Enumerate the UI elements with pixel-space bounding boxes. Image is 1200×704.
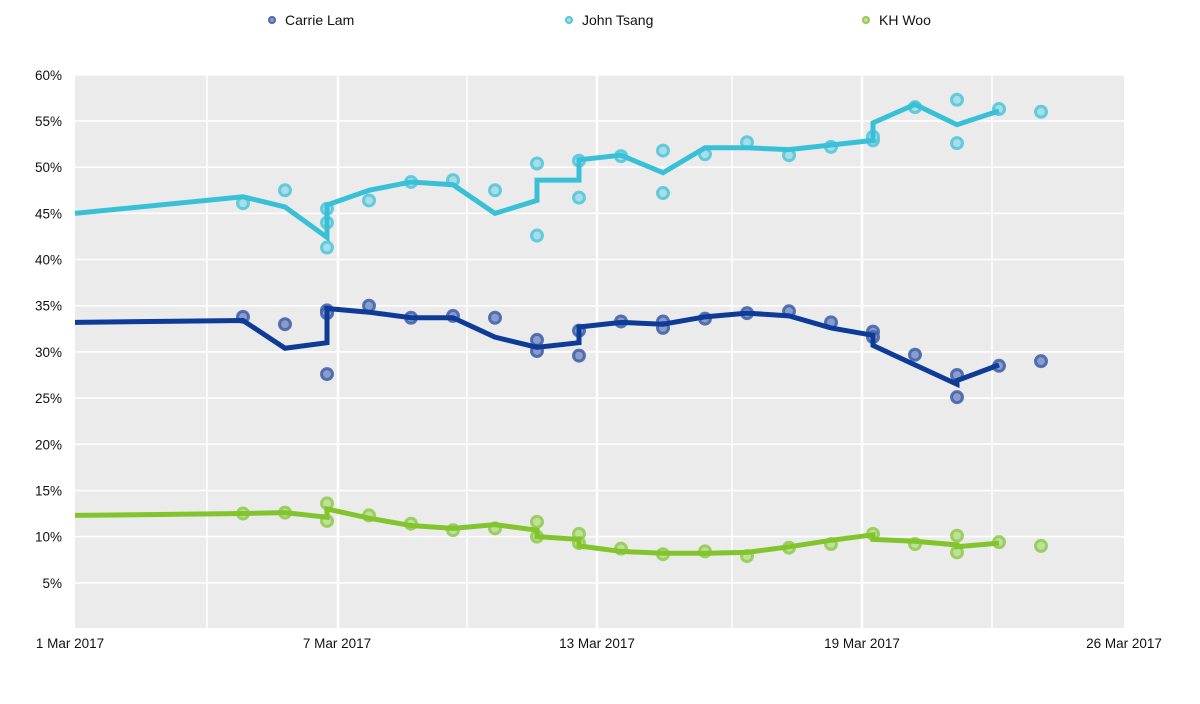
data-point [1034, 354, 1048, 369]
y-tick-label: 60% [35, 68, 62, 83]
legend-label: John Tsang [582, 12, 654, 28]
data-point [950, 390, 964, 405]
data-point [488, 310, 502, 325]
data-point [320, 367, 334, 382]
y-tick-label: 35% [35, 299, 62, 314]
y-tick-label: 40% [35, 253, 62, 268]
y-tick-label: 25% [35, 391, 62, 406]
y-tick-label: 20% [35, 437, 62, 452]
data-point [362, 193, 376, 208]
legend-item-john-tsang[interactable]: John Tsang [565, 12, 653, 28]
data-point [320, 240, 334, 255]
series-kh-woo [74, 496, 1048, 564]
data-point [950, 92, 964, 107]
y-tick-label: 30% [35, 345, 62, 360]
data-point [950, 528, 964, 543]
trend-line [74, 101, 1000, 243]
y-tick-label: 15% [35, 483, 62, 498]
data-point [488, 183, 502, 198]
y-tick-label: 10% [35, 530, 62, 545]
data-point [572, 348, 586, 363]
y-tick-label: 45% [35, 206, 62, 221]
legend-item-kh-woo[interactable]: KH Woo [862, 12, 931, 28]
y-tick-label: 55% [35, 114, 62, 129]
legend-marker-icon [268, 16, 276, 24]
data-point [530, 228, 544, 243]
x-tick-label: 13 Mar 2017 [559, 636, 635, 651]
data-point [530, 514, 544, 529]
data-point [656, 143, 670, 158]
legend-item-carrie-lam[interactable]: Carrie Lam [268, 12, 354, 28]
data-point [908, 347, 922, 362]
y-tick-label: 50% [35, 160, 62, 175]
data-point [530, 156, 544, 171]
data-point [572, 190, 586, 205]
data-point [950, 136, 964, 151]
data-point [278, 317, 292, 332]
y-tick-label: 5% [42, 576, 62, 591]
x-tick-label: 26 Mar 2017 [1086, 636, 1162, 651]
x-tick-label: 1 Mar 2017 [36, 636, 104, 651]
data-point [530, 332, 544, 347]
trend-line [74, 305, 1000, 389]
legend-label: KH Woo [879, 12, 931, 28]
x-tick-label: 19 Mar 2017 [824, 636, 900, 651]
series-john-tsang [74, 92, 1048, 255]
data-point [1034, 104, 1048, 119]
legend-label: Carrie Lam [285, 12, 355, 28]
data-point [656, 186, 670, 201]
data-point [1034, 538, 1048, 553]
legend-marker-icon [862, 16, 870, 24]
data-point [278, 183, 292, 198]
legend-marker-icon [565, 16, 573, 24]
trend-line [74, 505, 1000, 556]
x-tick-label: 7 Mar 2017 [303, 636, 371, 651]
legend: Carrie Lam John Tsang KH Woo [0, 12, 1200, 34]
series-carrie-lam [74, 298, 1048, 405]
